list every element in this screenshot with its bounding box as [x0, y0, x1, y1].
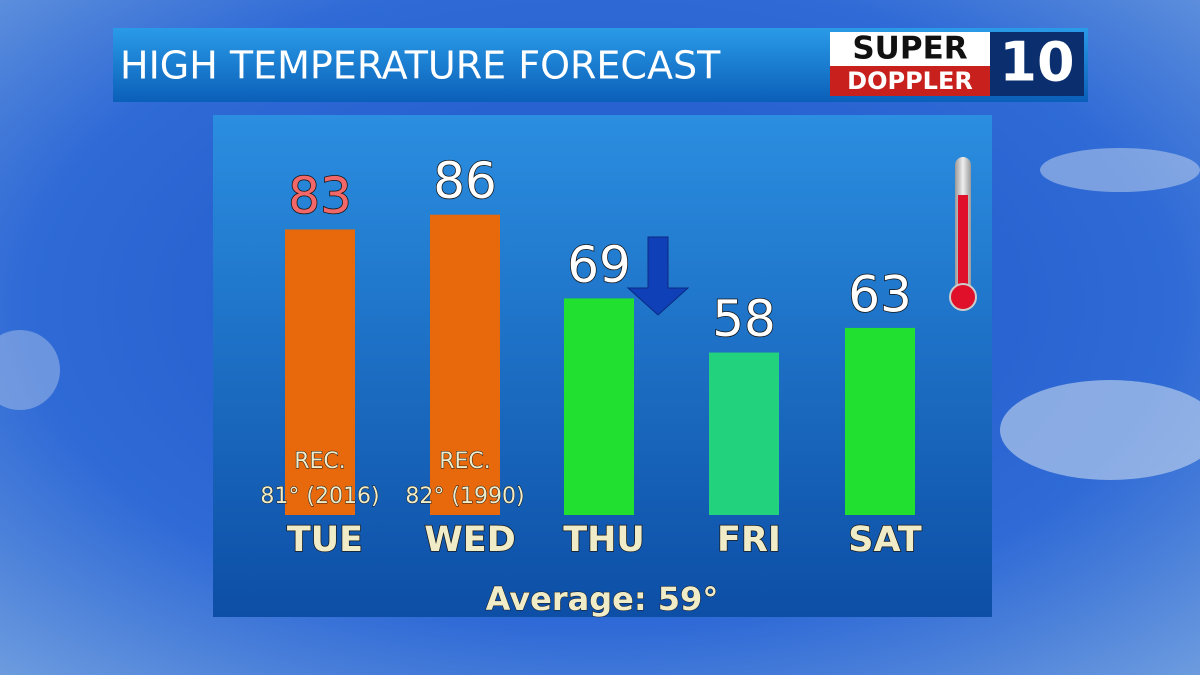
value-label: 58: [712, 290, 776, 348]
thermometer: [949, 157, 977, 311]
x-tick-label: SAT: [848, 520, 922, 560]
x-tick-label: TUE: [287, 520, 363, 560]
chart-title: HIGH TEMPERATURE FORECAST: [120, 44, 721, 88]
value-label: 69: [567, 236, 631, 294]
record-annotation: 81° (2016): [260, 484, 379, 509]
x-tick-label: THU: [563, 520, 645, 560]
thermometer-bulb: [949, 283, 977, 311]
logo-top: SUPER: [852, 31, 967, 67]
logo-number-box: [990, 32, 1084, 96]
plot-area: 83 TUE 86 WED 69 THU 58 FRI 63 SAT REC. 81° (2016) R…: [260, 151, 923, 560]
value-label: 63: [848, 265, 912, 323]
record-annotation: REC.: [439, 449, 491, 474]
logo: SUPER DOPPLER 10: [830, 31, 1084, 96]
bar: [845, 327, 915, 515]
cloud: [1000, 380, 1200, 480]
bar: [709, 352, 779, 515]
record-annotation: REC.: [294, 449, 346, 474]
cloud: [0, 330, 60, 410]
logo-top-box: [830, 32, 990, 66]
x-tick-label: WED: [424, 520, 516, 560]
thermometer-mercury: [958, 195, 968, 295]
bar: [285, 229, 355, 515]
record-annotation: 82° (1990): [405, 484, 524, 509]
cloud: [1040, 148, 1200, 192]
bar: [564, 298, 634, 515]
bar: [430, 214, 500, 515]
average-label: Average: 59°: [486, 580, 719, 618]
down-arrow: [626, 236, 690, 316]
x-tick-label: FRI: [717, 520, 781, 560]
value-label: 83: [288, 167, 352, 225]
value-label: 86: [433, 152, 497, 210]
logo-bottom: DOPPLER: [847, 67, 973, 95]
logo-bottom-box: [830, 66, 990, 96]
logo-number: 10: [999, 31, 1074, 94]
